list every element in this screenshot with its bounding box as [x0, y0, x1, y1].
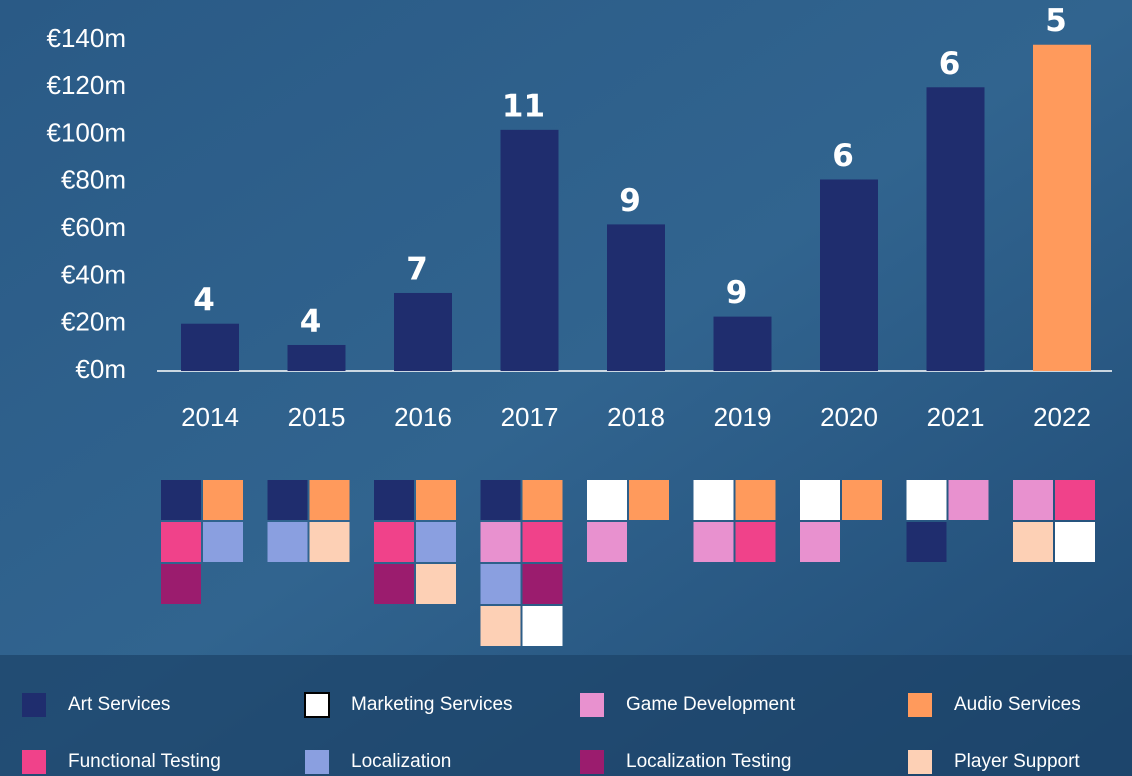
service-square: [693, 480, 734, 520]
legend-swatch: [908, 693, 932, 717]
bar: [1033, 44, 1091, 371]
legend-swatch: [22, 750, 46, 774]
service-square: [800, 480, 840, 520]
bar: [607, 224, 665, 371]
service-square: [416, 522, 456, 562]
service-square: [480, 480, 521, 520]
legend-label: Marketing Services: [351, 694, 513, 715]
legend-swatch: [580, 750, 604, 774]
bar: [820, 179, 878, 371]
legend-swatch: [304, 692, 330, 718]
service-square: [522, 606, 563, 646]
service-square: [416, 564, 456, 604]
service-square: [374, 522, 414, 562]
service-square: [480, 564, 521, 604]
service-square: [267, 480, 308, 520]
service-square: [1055, 522, 1095, 562]
x-tick-label: 2014: [181, 402, 239, 432]
y-tick-label: €60m: [61, 212, 126, 242]
bar: [926, 87, 985, 372]
bar-count-label: 4: [193, 282, 215, 318]
service-square: [587, 480, 627, 520]
legend-swatch: [22, 693, 46, 717]
bar: [394, 292, 452, 371]
service-square: [374, 480, 414, 520]
legend-band: [0, 655, 1132, 776]
service-square: [948, 480, 989, 520]
legend-label: Localization Testing: [626, 751, 791, 772]
service-square: [161, 564, 201, 604]
legend-swatch: [305, 750, 329, 774]
bar: [287, 344, 346, 371]
service-square: [522, 522, 563, 562]
bar-count-label: 9: [726, 275, 748, 311]
legend-swatch: [908, 750, 932, 774]
service-square: [267, 522, 308, 562]
x-tick-label: 2021: [927, 402, 985, 432]
service-square: [203, 480, 243, 520]
x-tick-label: 2020: [820, 402, 878, 432]
service-square: [906, 480, 947, 520]
legend-label: Game Development: [626, 694, 796, 715]
y-tick-label: €120m: [47, 70, 127, 100]
service-square: [480, 606, 521, 646]
bar: [500, 129, 559, 371]
service-square: [161, 480, 201, 520]
legend-swatch: [580, 693, 604, 717]
bar: [181, 323, 239, 371]
y-tick-label: €100m: [47, 117, 127, 147]
y-tick-label: €20m: [61, 307, 126, 337]
bar: [713, 316, 772, 371]
legend-label: Art Services: [68, 694, 170, 715]
x-tick-label: 2019: [714, 402, 772, 432]
service-square: [309, 480, 350, 520]
x-tick-label: 2015: [288, 402, 346, 432]
y-tick-label: €80m: [61, 165, 126, 195]
x-tick-label: 2017: [501, 402, 559, 432]
y-tick-label: €140m: [47, 23, 127, 53]
service-square: [800, 522, 840, 562]
service-square: [1013, 480, 1053, 520]
service-square: [842, 480, 882, 520]
service-square: [629, 480, 669, 520]
legend-label: Audio Services: [954, 694, 1081, 715]
service-square: [906, 522, 947, 562]
service-square: [587, 522, 627, 562]
service-square: [735, 522, 776, 562]
x-tick-label: 2016: [394, 402, 452, 432]
y-tick-label: €40m: [61, 259, 126, 289]
service-square: [416, 480, 456, 520]
bar-count-label: 4: [300, 303, 322, 339]
service-square: [1055, 480, 1095, 520]
bar-count-label: 5: [1045, 3, 1067, 39]
bar-count-label: 11: [502, 88, 545, 124]
service-square: [693, 522, 734, 562]
bar-count-label: 7: [406, 251, 428, 287]
service-square: [203, 522, 243, 562]
service-square: [480, 522, 521, 562]
service-square: [161, 522, 201, 562]
service-square: [309, 522, 350, 562]
bar-count-label: 6: [832, 138, 854, 174]
service-square: [735, 480, 776, 520]
service-square: [374, 564, 414, 604]
service-square: [522, 564, 563, 604]
bar-count-label: 6: [939, 46, 961, 82]
bar-count-label: 9: [619, 183, 641, 219]
legend-label: Player Support: [954, 751, 1080, 772]
legend-label: Localization: [351, 751, 451, 772]
x-tick-label: 2022: [1033, 402, 1091, 432]
service-square: [1013, 522, 1053, 562]
legend-label: Functional Testing: [68, 751, 221, 772]
y-tick-label: €0m: [75, 354, 126, 384]
x-tick-label: 2018: [607, 402, 665, 432]
service-square: [522, 480, 563, 520]
